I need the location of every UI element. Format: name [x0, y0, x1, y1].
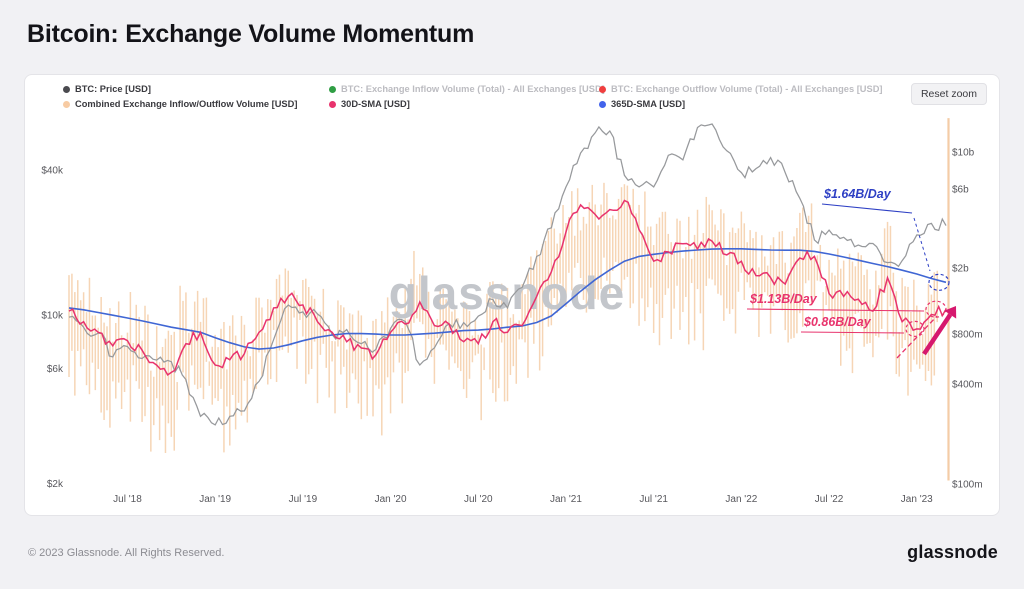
momentum-arrow-head [944, 306, 957, 319]
sma30-legend-dot [329, 100, 336, 108]
page-footer: © 2023 Glassnode. All Rights Reserved. g… [28, 542, 998, 563]
legend-label: BTC: Exchange Outflow Volume (Total) - A… [611, 84, 883, 94]
volume-axis-tick: $10b [952, 148, 975, 159]
sma365-line [68, 248, 947, 350]
volume-axis-tick: $800m [952, 330, 983, 341]
annotations: $1.64B/Day $1.13B/Day $0.86B/Day [746, 187, 957, 359]
legend-item-combined-volume[interactable]: Combined Exchange Inflow/Outflow Volume … [63, 99, 297, 109]
price-axis-tick: $2k [47, 479, 64, 490]
legend-label: 30D-SMA [USD] [341, 99, 410, 109]
glassnode-logo: glassnode [907, 542, 998, 562]
legend-label: BTC: Price [USD] [75, 84, 151, 94]
momentum-arrow [922, 313, 953, 356]
combined-volume-legend-dot [63, 100, 70, 108]
time-axis-tick: Jul '19 [289, 494, 318, 505]
price-axis-tick: $40k [41, 165, 64, 176]
volume-axis-tick: $100m [952, 480, 983, 491]
outflow-legend-dot [599, 85, 606, 93]
legend-item-outflow-volume[interactable]: BTC: Exchange Outflow Volume (Total) - A… [599, 84, 883, 94]
price-axis-tick: $6k [47, 364, 64, 375]
endpoint-highlights [905, 273, 950, 337]
time-axis-tick: Jan '20 [375, 494, 407, 505]
watermark: glassnode [389, 267, 626, 319]
legend-label: Combined Exchange Inflow/Outflow Volume … [75, 99, 298, 109]
sma30-line [68, 199, 947, 376]
legend-item-365d-sma[interactable]: 365D-SMA [USD] [599, 99, 685, 109]
page-title: Bitcoin: Exchange Volume Momentum [27, 20, 475, 48]
sma30-dip-circle [905, 320, 925, 337]
time-axis-tick: Jan '19 [199, 494, 231, 505]
price-axis-tick: $10k [41, 311, 64, 322]
annotation-1-64b: $1.64B/Day [823, 187, 892, 201]
btc-price-line [68, 123, 947, 426]
legend-item-30d-sma[interactable]: 30D-SMA [USD] [329, 99, 410, 109]
sma365-legend-dot [599, 100, 606, 108]
time-axis-tick: Jul '18 [113, 494, 142, 505]
time-axis-tick: Jan '21 [550, 494, 582, 505]
svg-text:glassnode: glassnode [389, 267, 626, 319]
reset-zoom-button[interactable]: Reset zoom [910, 83, 987, 105]
legend-label: BTC: Exchange Inflow Volume (Total) - Al… [341, 84, 605, 94]
sma30-endpoint-circle [925, 300, 947, 318]
time-axis-tick: Jan '23 [901, 494, 933, 505]
price-legend-dot [63, 85, 70, 93]
time-axis-tick: Jul '21 [639, 494, 668, 505]
volume-axis-tick: $2b [952, 264, 969, 275]
page-header: Bitcoin: Exchange Volume Momentum [0, 0, 1024, 49]
copyright-text: © 2023 Glassnode. All Rights Reserved. [28, 546, 225, 559]
time-axis-tick: Jul '20 [464, 494, 493, 505]
chart-canvas[interactable]: glassnode$1.64B/Day$1.13B/Day$0.86B/Day$… [25, 75, 1001, 517]
sma365-endpoint-circle [928, 273, 950, 291]
annotation-1-13b: $1.13B/Day [749, 292, 818, 306]
annotation-0-86b: $0.86B/Day [803, 315, 872, 329]
volume-axis-tick: $6b [952, 184, 969, 195]
chart-card: glassnode $1.64B/Day $1.13B/Day $0.86B/Day $… [24, 74, 1000, 516]
legend-label: 365D-SMA [USD] [611, 99, 686, 109]
inflow-legend-dot [329, 85, 336, 93]
time-axis-tick: Jul '22 [815, 494, 844, 505]
legend-item-inflow-volume[interactable]: BTC: Exchange Inflow Volume (Total) - Al… [329, 84, 605, 94]
volume-axis-tick: $400m [952, 380, 983, 391]
time-axis-tick: Jan '22 [725, 494, 757, 505]
legend-item-btc-price[interactable]: BTC: Price [USD] [63, 84, 151, 94]
axis-labels: $40k $10k $6k $2k $10b $6b $2b $800m $400m $100m J… [41, 148, 982, 506]
